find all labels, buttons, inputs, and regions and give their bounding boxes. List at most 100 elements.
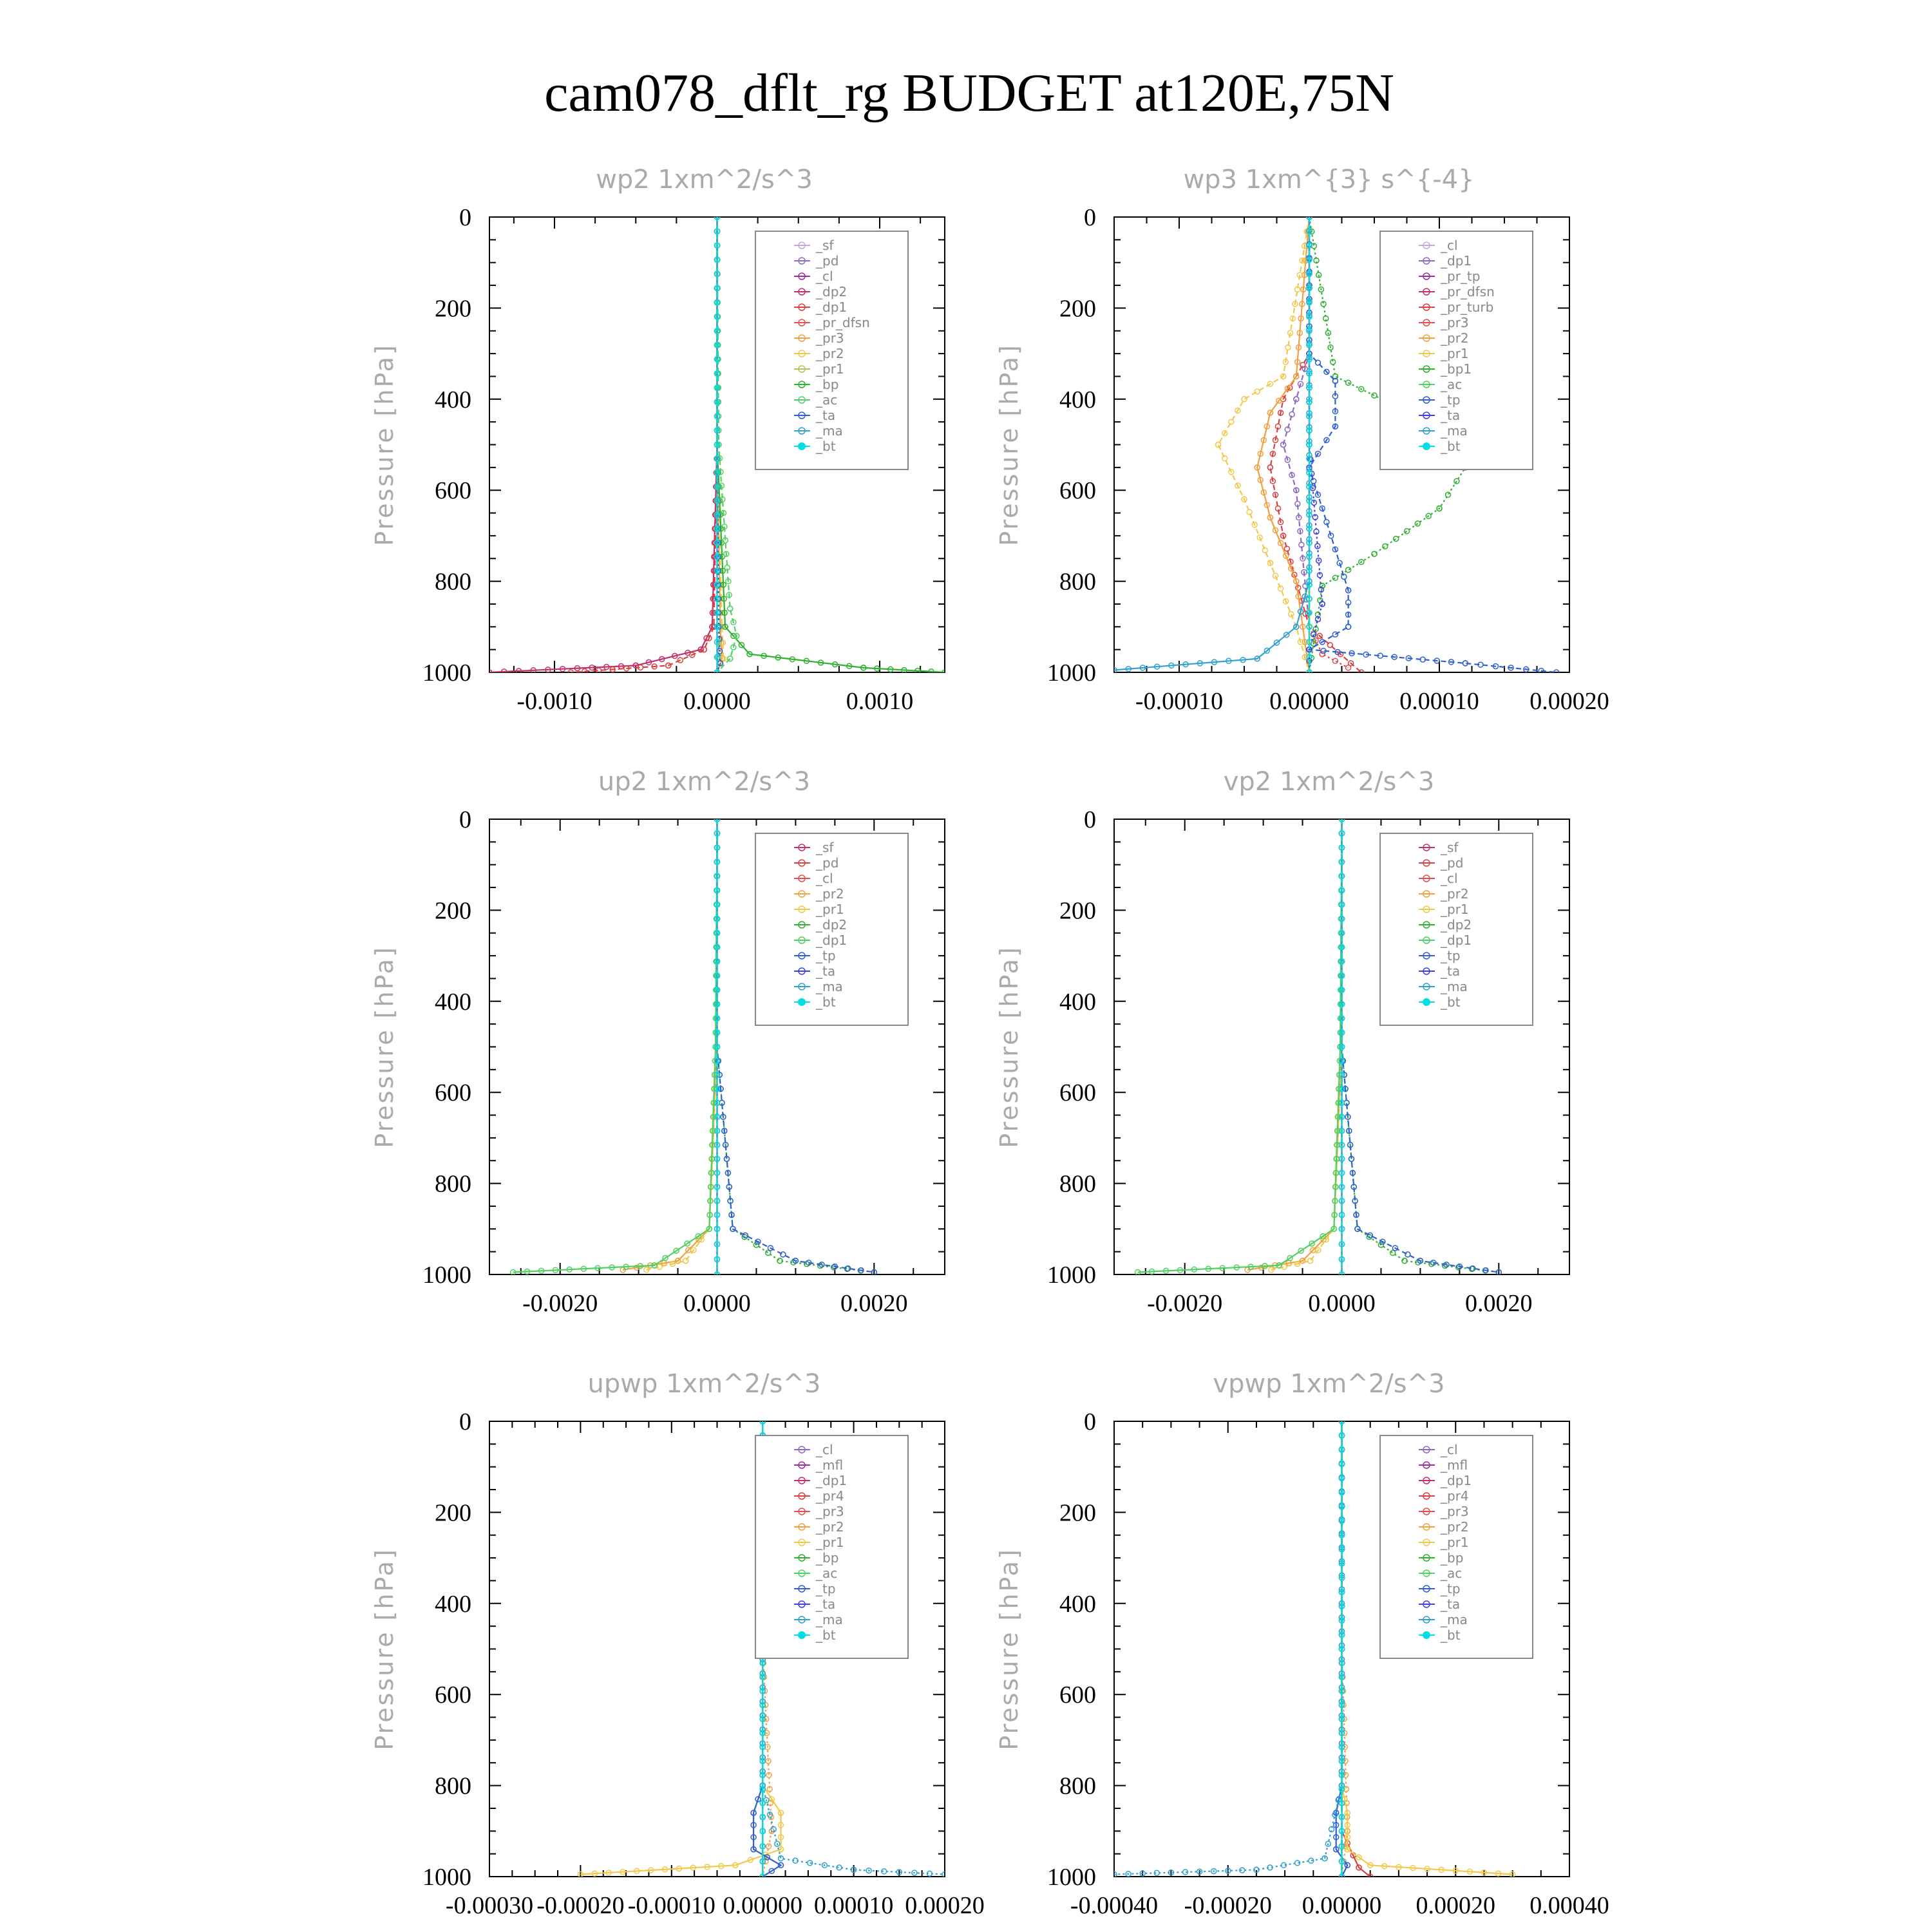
series-marker bbox=[836, 1864, 842, 1871]
series-marker bbox=[689, 652, 696, 658]
series-marker bbox=[1221, 455, 1228, 462]
series-marker bbox=[1377, 652, 1383, 659]
series-marker bbox=[1162, 1267, 1170, 1274]
series-marker bbox=[714, 285, 721, 292]
series-marker bbox=[753, 1242, 760, 1248]
series-marker bbox=[1338, 1072, 1345, 1078]
x-tick-label: 0.00010 bbox=[1399, 688, 1479, 715]
series-marker bbox=[1256, 534, 1263, 541]
series-marker bbox=[747, 1857, 754, 1863]
y-tick-label: 800 bbox=[435, 1773, 471, 1800]
series-marker bbox=[695, 1233, 701, 1240]
series-marker bbox=[1306, 553, 1312, 560]
series-marker bbox=[1396, 1864, 1402, 1870]
y-tick-label: 600 bbox=[1059, 1079, 1096, 1106]
series-marker bbox=[1314, 616, 1321, 623]
series-marker bbox=[1331, 1226, 1338, 1233]
series-marker bbox=[1267, 410, 1274, 416]
series-marker bbox=[1338, 972, 1345, 979]
series-marker bbox=[1332, 1812, 1338, 1818]
series-marker bbox=[1338, 1617, 1345, 1624]
series-marker bbox=[1296, 514, 1302, 521]
series-marker bbox=[1294, 359, 1301, 365]
series-marker bbox=[1338, 1517, 1345, 1524]
legend-label: _dp2 bbox=[1440, 917, 1472, 933]
legend-label: _bt bbox=[1440, 439, 1461, 454]
series-line-ma bbox=[1114, 1421, 1343, 1875]
series-marker bbox=[1215, 441, 1222, 448]
series-marker bbox=[1114, 667, 1117, 672]
legend-label: _bp bbox=[815, 1550, 838, 1566]
series-marker bbox=[1293, 373, 1300, 380]
panel-3: vp2 1xm^2/s^3 Pressure [hPa] 0 200 400 600 800… bbox=[995, 767, 1570, 1317]
legend-label: _dp1 bbox=[815, 1473, 847, 1488]
series-marker bbox=[714, 654, 721, 661]
legend-marker bbox=[798, 1600, 806, 1608]
series-marker bbox=[1299, 257, 1305, 264]
series-marker bbox=[1312, 514, 1318, 520]
y-tick-label: 400 bbox=[1059, 386, 1096, 413]
series-marker bbox=[1469, 1265, 1476, 1272]
legend-marker bbox=[1423, 967, 1430, 975]
legend-marker bbox=[1423, 1477, 1430, 1484]
series-marker bbox=[1338, 987, 1345, 993]
series-group bbox=[1134, 819, 1502, 1274]
series-marker bbox=[1233, 1264, 1240, 1271]
panel-title: vp2 1xm^2/s^3 bbox=[1224, 767, 1435, 797]
series-marker bbox=[1277, 410, 1284, 416]
x-tick-label: 0.00020 bbox=[905, 1892, 985, 1919]
series-marker bbox=[1338, 1575, 1345, 1581]
legend-marker bbox=[798, 381, 806, 388]
y-tick-label: 200 bbox=[1059, 897, 1096, 924]
series-marker bbox=[1344, 1862, 1351, 1869]
legend-label: _tp bbox=[1440, 948, 1461, 963]
series-marker bbox=[1241, 496, 1247, 503]
series-marker bbox=[1318, 286, 1325, 293]
series-marker bbox=[1306, 639, 1312, 645]
legend-marker bbox=[1423, 875, 1430, 882]
series-marker bbox=[901, 667, 907, 672]
series-marker bbox=[1338, 1421, 1345, 1425]
legend-label: _ta bbox=[815, 1596, 835, 1612]
y-tick-label: 200 bbox=[1059, 1499, 1096, 1526]
series-marker bbox=[676, 1865, 683, 1872]
series-marker bbox=[1371, 392, 1378, 399]
series-marker bbox=[1272, 437, 1279, 444]
series-marker bbox=[1344, 1822, 1351, 1828]
legend-box bbox=[755, 833, 909, 1026]
series-marker bbox=[1338, 1786, 1345, 1792]
series-marker bbox=[1314, 359, 1321, 366]
series-marker bbox=[582, 668, 588, 672]
series-marker bbox=[1315, 272, 1322, 278]
legend-marker bbox=[798, 844, 806, 851]
series-marker bbox=[1272, 573, 1279, 579]
series-marker bbox=[874, 665, 880, 672]
series-marker bbox=[1363, 651, 1369, 658]
series-marker bbox=[1345, 587, 1352, 594]
series-marker bbox=[1228, 419, 1235, 425]
series-marker bbox=[714, 228, 721, 234]
series-marker bbox=[1298, 542, 1305, 548]
series-marker bbox=[722, 623, 728, 630]
y-tick-label: 200 bbox=[435, 1499, 471, 1526]
series-marker bbox=[1309, 1240, 1315, 1247]
series-marker bbox=[759, 1786, 766, 1792]
series-marker bbox=[1287, 330, 1294, 336]
series-marker bbox=[1235, 407, 1241, 414]
series-marker bbox=[770, 1826, 777, 1833]
x-tick-label: 0.00000 bbox=[1269, 688, 1349, 715]
series-marker bbox=[1356, 1854, 1362, 1861]
panel-4: upwp 1xm^2/s^3 Pressure [hPa] 0 200 400 600 80… bbox=[370, 1369, 985, 1919]
series-marker bbox=[714, 1241, 721, 1247]
series-marker bbox=[1338, 844, 1345, 851]
series-marker bbox=[1338, 1241, 1345, 1247]
series-marker bbox=[717, 1086, 724, 1092]
legend-marker bbox=[1423, 396, 1430, 404]
series-marker bbox=[1267, 1864, 1273, 1871]
legend-marker bbox=[1423, 1461, 1430, 1469]
series-marker bbox=[605, 1870, 612, 1876]
series-marker bbox=[1274, 505, 1282, 512]
series-marker bbox=[1343, 1786, 1350, 1792]
x-tick-label: -0.00030 bbox=[446, 1892, 533, 1919]
series-marker bbox=[1332, 408, 1339, 415]
